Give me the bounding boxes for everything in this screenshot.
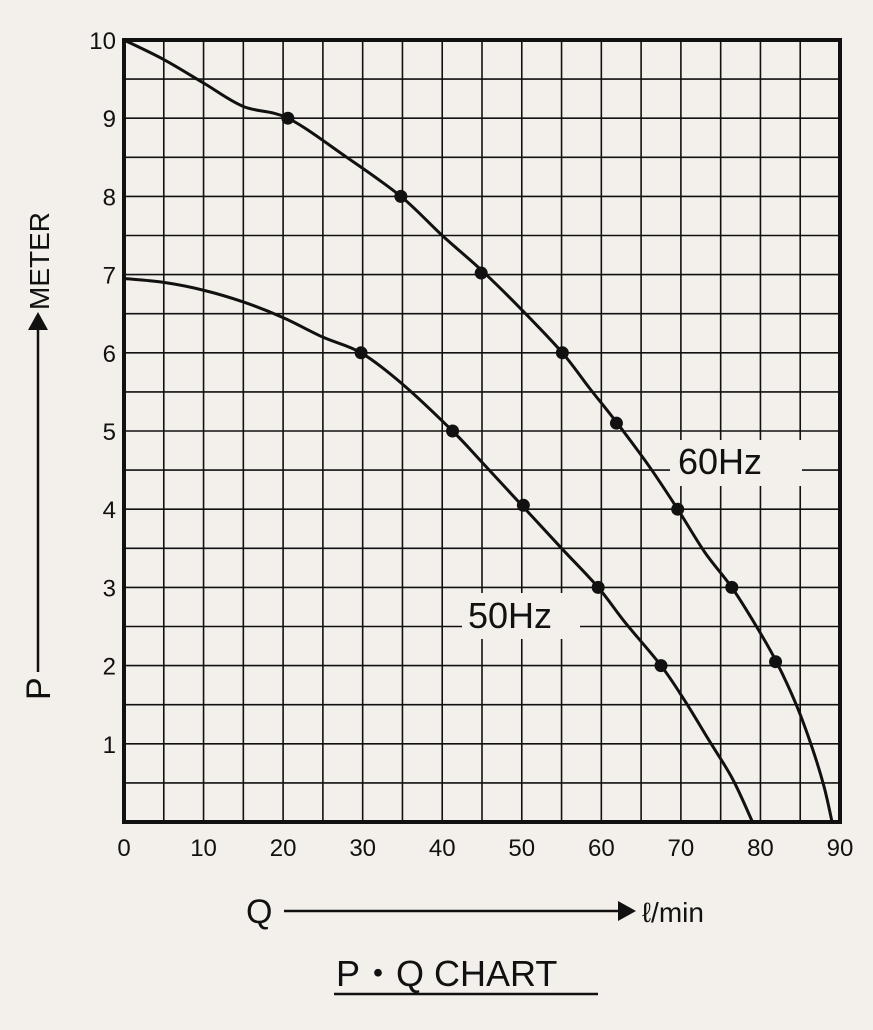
x-tick-label: 90 (827, 835, 854, 862)
y-tick-label: 6 (103, 341, 116, 368)
plot-frame (122, 38, 842, 824)
data-point-60hz (474, 266, 488, 280)
y-tick-labels: 1 2 3 4 5 6 7 8 9 10 (89, 28, 116, 759)
x-tick-label: 20 (270, 835, 297, 862)
x-tick-label: 0 (117, 835, 130, 862)
data-point-60hz (555, 346, 569, 360)
x-axis-arrow-head (618, 901, 636, 921)
y-tick-label: 1 (103, 732, 116, 759)
series-line-60hz (123, 38, 834, 823)
y-tick-label: 4 (103, 497, 116, 524)
y-axis-label: P METER (20, 212, 58, 700)
label-bg-60hz (670, 440, 802, 486)
data-point-50hz (446, 424, 460, 438)
x-tick-labels: 0 10 20 30 40 50 60 70 80 90 (117, 835, 853, 862)
label-bg-50hz (462, 593, 580, 639)
y-tick-label: 10 (89, 28, 116, 55)
series-label-60hz: 60Hz (678, 441, 762, 482)
x-tick-label: 40 (429, 835, 456, 862)
x-tick-label: 50 (508, 835, 535, 862)
x-axis-unit: ℓ/min (642, 897, 704, 928)
y-tick-label: 8 (103, 184, 116, 211)
x-tick-label: 30 (349, 835, 376, 862)
x-tick-label: 10 (190, 835, 217, 862)
y-axis-arrow-head (28, 312, 48, 330)
y-tick-label: 9 (103, 106, 116, 133)
x-axis-label: Q ℓ/min (246, 893, 704, 931)
y-tick-label: 7 (103, 263, 116, 290)
data-point-60hz (394, 189, 408, 203)
y-axis-unit: METER (24, 212, 55, 310)
curves (123, 38, 834, 823)
data-point-60hz (281, 111, 295, 125)
x-tick-label: 80 (747, 835, 774, 862)
data-point-60hz (769, 655, 783, 669)
y-tick-label: 3 (103, 575, 116, 602)
series-line-50hz (123, 277, 754, 823)
data-point-60hz (725, 580, 739, 594)
x-tick-label: 60 (588, 835, 615, 862)
data-point-50hz (354, 346, 368, 360)
data-point-60hz (609, 416, 623, 430)
data-points (281, 111, 783, 673)
series-label-50hz: 50Hz (468, 595, 552, 636)
y-axis-letter: P (20, 677, 58, 700)
data-point-50hz (516, 498, 530, 512)
data-point-50hz (591, 580, 605, 594)
x-tick-label: 70 (668, 835, 695, 862)
x-axis-letter: Q (246, 893, 272, 931)
grid (124, 40, 840, 822)
data-point-60hz (671, 502, 685, 516)
y-tick-label: 2 (103, 654, 116, 681)
chart-title: P・Q CHART (336, 953, 557, 994)
data-point-50hz (654, 659, 668, 673)
y-tick-label: 5 (103, 419, 116, 446)
